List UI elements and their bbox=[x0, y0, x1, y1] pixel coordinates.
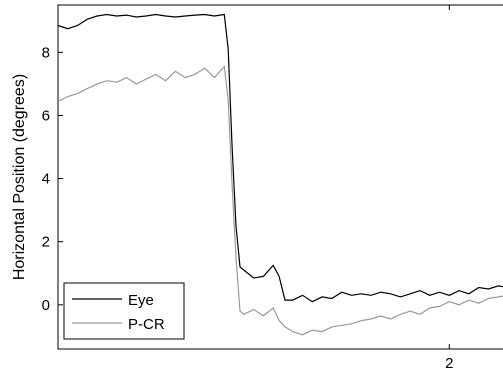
y-tick-label: 8 bbox=[42, 44, 50, 61]
series-layer bbox=[57, 13, 503, 336]
y-tick-label: 0 bbox=[42, 297, 50, 314]
legend-box bbox=[63, 282, 185, 340]
y-axis-ticks: 0 2 4 6 8 bbox=[42, 44, 63, 314]
y-axis-label: Horizontal Position (degrees) bbox=[11, 74, 28, 280]
series-line-eye bbox=[57, 13, 503, 303]
x-tick-label: 2 bbox=[445, 355, 453, 372]
legend-eye-label: Eye bbox=[128, 292, 154, 309]
y-tick-label: 6 bbox=[42, 107, 50, 124]
y-tick-label: 2 bbox=[42, 234, 50, 251]
x-axis-ticks: 2 bbox=[445, 5, 453, 372]
series-line-p-cr bbox=[57, 65, 503, 336]
y-tick-label: 4 bbox=[42, 171, 50, 188]
legend-pcr-label: P-CR bbox=[128, 316, 165, 333]
legend: Eye P-CR bbox=[63, 282, 185, 340]
